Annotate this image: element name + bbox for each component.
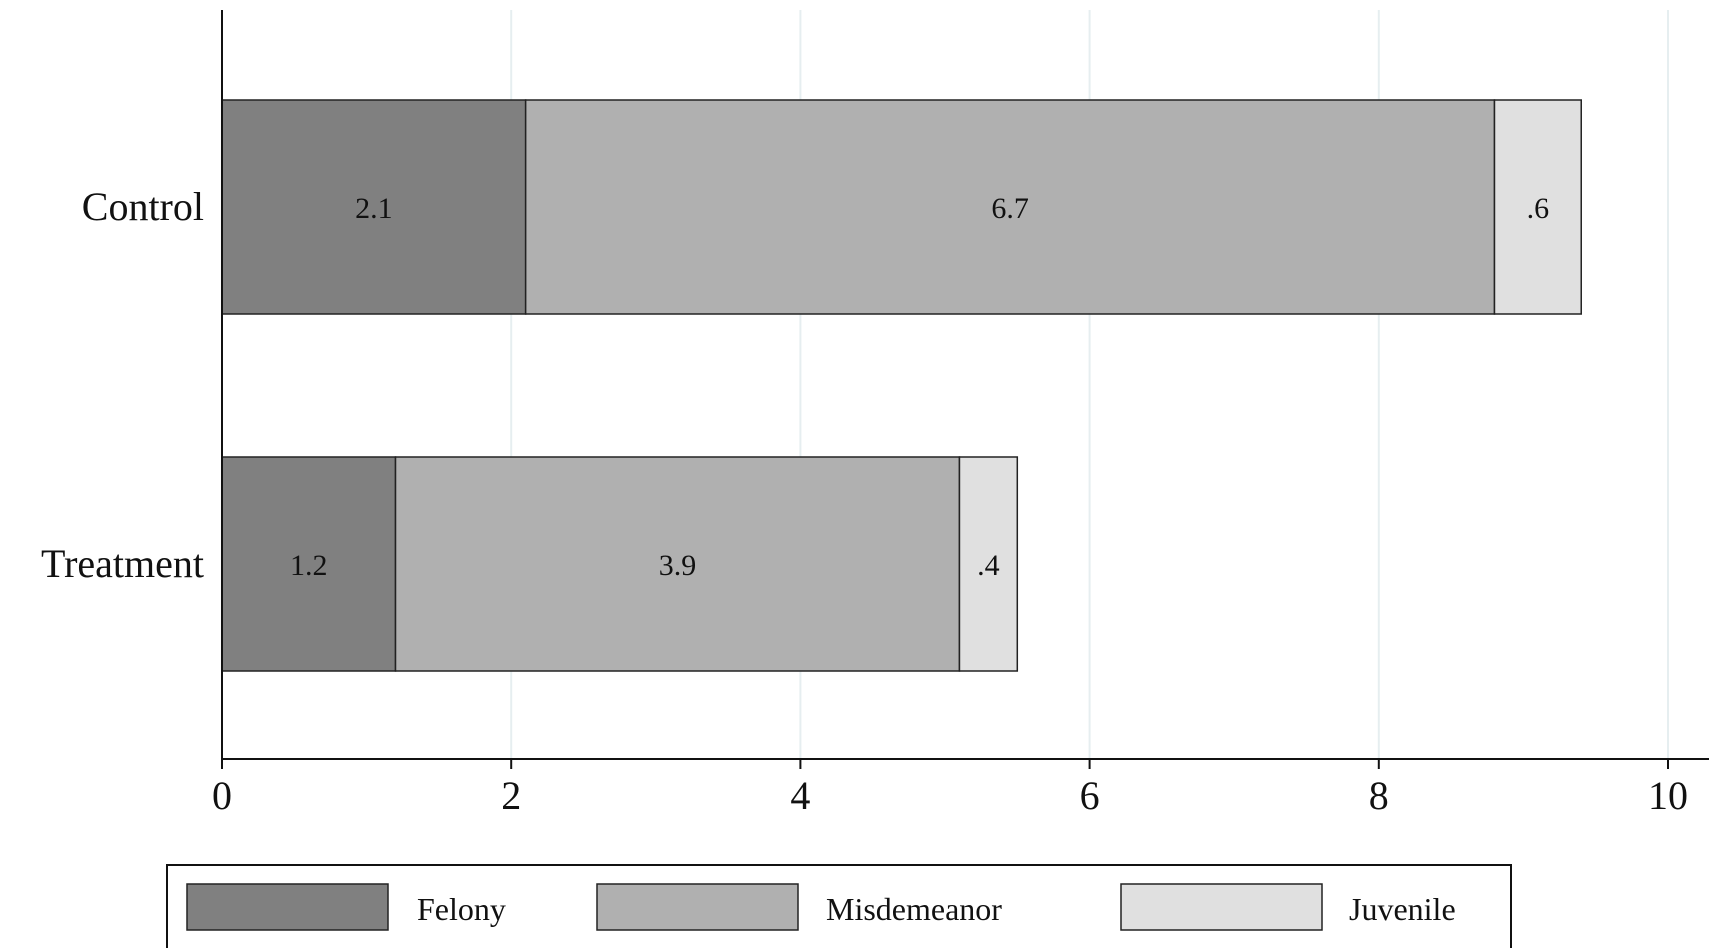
category-label-control: Control	[82, 184, 204, 229]
bar-control-juvenile	[1493, 99, 1582, 315]
x-tick-label-4: 8	[1369, 773, 1389, 818]
x-tick-label-1: 2	[501, 773, 521, 818]
legend-label-juvenile: Juvenile	[1349, 891, 1456, 927]
x-tick-label-3: 6	[1080, 773, 1100, 818]
bar-control-misdemeanor	[524, 99, 1496, 315]
bar-control-felony	[221, 99, 527, 315]
x-tick-label-0: 0	[212, 773, 232, 818]
legend-swatch-misdemeanor	[596, 883, 799, 931]
data-label-control-misdemeanor: 6.7	[991, 192, 1029, 225]
x-tick-label-2: 4	[790, 773, 810, 818]
bar-treatment-felony	[221, 456, 397, 672]
bar-treatment-juvenile	[958, 456, 1019, 672]
bars: 2.1 6.7 .6 1.2 3.9 .4	[221, 99, 1582, 672]
legend-swatch-juvenile	[1120, 883, 1323, 931]
legend-swatch-felony	[186, 883, 389, 931]
data-label-control-felony: 2.1	[355, 192, 393, 225]
bar-treatment-misdemeanor	[394, 456, 961, 672]
legend-label-felony: Felony	[417, 891, 506, 927]
data-label-treatment-felony: 1.2	[290, 549, 328, 582]
legend-label-misdemeanor: Misdemeanor	[826, 891, 1002, 927]
data-label-treatment-juvenile: .4	[977, 549, 1000, 582]
data-label-control-juvenile: .6	[1527, 192, 1550, 225]
legend: Felony Misdemeanor Juvenile	[166, 864, 1512, 948]
data-label-treatment-misdemeanor: 3.9	[659, 549, 697, 582]
category-label-treatment: Treatment	[41, 541, 204, 586]
x-tick-label-5: 10	[1648, 773, 1688, 818]
axes: Control Treatment 0 2 4 6 8 10	[41, 10, 1709, 818]
